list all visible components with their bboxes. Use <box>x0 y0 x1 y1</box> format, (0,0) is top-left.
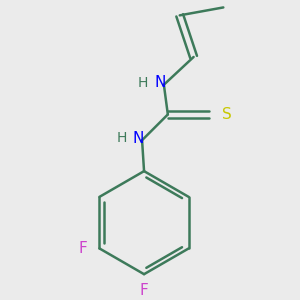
Text: N: N <box>154 75 166 90</box>
Text: F: F <box>140 283 148 298</box>
Text: H: H <box>116 131 127 145</box>
Text: H: H <box>138 76 148 90</box>
Text: S: S <box>222 107 232 122</box>
Text: F: F <box>78 241 87 256</box>
Text: N: N <box>132 131 144 146</box>
